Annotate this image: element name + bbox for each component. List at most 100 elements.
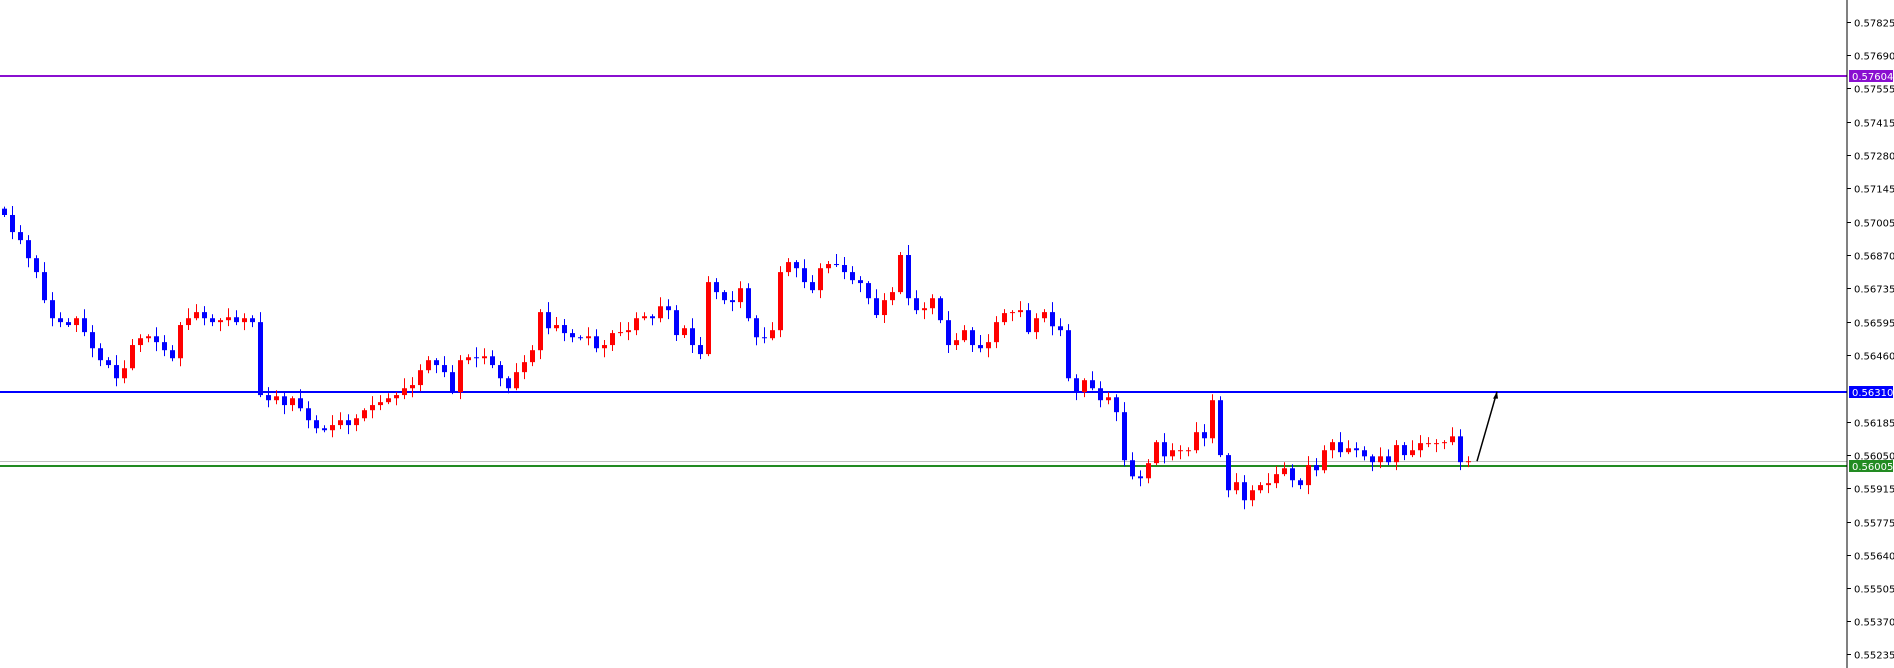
candle (130, 339, 135, 371)
candle-body (1066, 330, 1071, 379)
candle (874, 289, 879, 319)
axis-tick-label: 0.57555 (1854, 85, 1894, 96)
price-axis: 0.57825 0.57690 0.57555 0.57415 0.57280 0.571… (1847, 19, 1894, 662)
candle (978, 335, 983, 353)
candle-body (258, 322, 263, 396)
candle (34, 255, 39, 279)
candle-body (1058, 326, 1063, 331)
candle (1186, 447, 1191, 457)
candle-body (1226, 455, 1231, 491)
candle-body (402, 388, 407, 396)
candle-body (250, 318, 255, 323)
candle (154, 327, 159, 352)
candle-body (1234, 482, 1239, 491)
candle-body (34, 258, 39, 273)
candle-body (1114, 397, 1119, 413)
candle (322, 425, 327, 433)
candle-body (1322, 450, 1327, 471)
candle (1162, 433, 1167, 464)
candle-body (506, 378, 511, 389)
candle-body (458, 360, 463, 393)
candle (298, 389, 303, 412)
candle (538, 309, 543, 360)
candle (682, 325, 687, 339)
candle (1210, 394, 1215, 444)
candle (810, 275, 815, 294)
candle (338, 412, 343, 430)
candle (138, 334, 143, 353)
candle (730, 291, 735, 312)
candle (458, 355, 463, 400)
axis-tick-label: 0.55505 (1854, 585, 1894, 596)
candle-body (850, 272, 855, 281)
candle (826, 261, 831, 274)
candle-body (1138, 476, 1143, 479)
candle-body (770, 330, 775, 339)
candle (426, 356, 431, 374)
candle (1410, 440, 1415, 458)
level-price-label: 0.56005 (1852, 462, 1893, 473)
candle-body (82, 318, 87, 333)
candle-body (354, 418, 359, 426)
candle (1322, 445, 1327, 474)
candle-body (58, 318, 63, 323)
candle-body (146, 336, 151, 339)
candle-body (50, 300, 55, 319)
candle-body (1450, 436, 1455, 443)
candle (1042, 309, 1047, 323)
candle-body (1202, 432, 1207, 439)
candle-body (1354, 448, 1359, 451)
candle-body (538, 312, 543, 351)
candle-body (746, 288, 751, 319)
candle (26, 235, 31, 268)
candle (1258, 482, 1263, 494)
candle-body (466, 357, 471, 361)
candle (1098, 381, 1103, 408)
candle (122, 360, 127, 384)
candle-body (874, 298, 879, 316)
candle-body (922, 308, 927, 311)
axis-tick-label: 0.55775 (1854, 519, 1894, 530)
level-price-badge (1849, 386, 1893, 398)
axis-tick-label: 0.55235 (1854, 651, 1894, 662)
candle (410, 377, 415, 398)
candle (66, 318, 71, 328)
candle (1458, 429, 1463, 471)
candle-body (10, 215, 15, 233)
candle-body (74, 318, 79, 326)
candle (842, 257, 847, 280)
candle (1178, 445, 1183, 460)
candle-body (1458, 436, 1463, 463)
candle-body (586, 336, 591, 339)
arrow-line[interactable] (1476, 391, 1498, 462)
candle (746, 283, 751, 322)
candle (466, 354, 471, 365)
candle (282, 392, 287, 415)
candle-body (1378, 456, 1383, 463)
candle-body (482, 356, 487, 359)
candle-body (2, 208, 7, 216)
candle (1122, 402, 1127, 467)
candle-body (954, 340, 959, 346)
axis-tick-label: 0.56595 (1854, 319, 1894, 330)
candle-body (522, 362, 527, 373)
candle-body (762, 337, 767, 339)
candle-body (1386, 456, 1391, 463)
candle-body (1170, 450, 1175, 457)
candle-body (1290, 468, 1295, 481)
projection-arrow[interactable] (1476, 391, 1498, 462)
candle-body (1330, 442, 1335, 451)
candle (522, 355, 527, 380)
candle-body (138, 338, 143, 346)
candle-body (634, 318, 639, 331)
candle (1282, 462, 1287, 477)
candle (994, 316, 999, 349)
candle-body (1218, 400, 1223, 456)
candle (58, 312, 63, 328)
candle-body (1258, 485, 1263, 491)
candle (266, 387, 271, 408)
candle (546, 302, 551, 335)
candle (50, 292, 55, 327)
candle (858, 276, 863, 293)
